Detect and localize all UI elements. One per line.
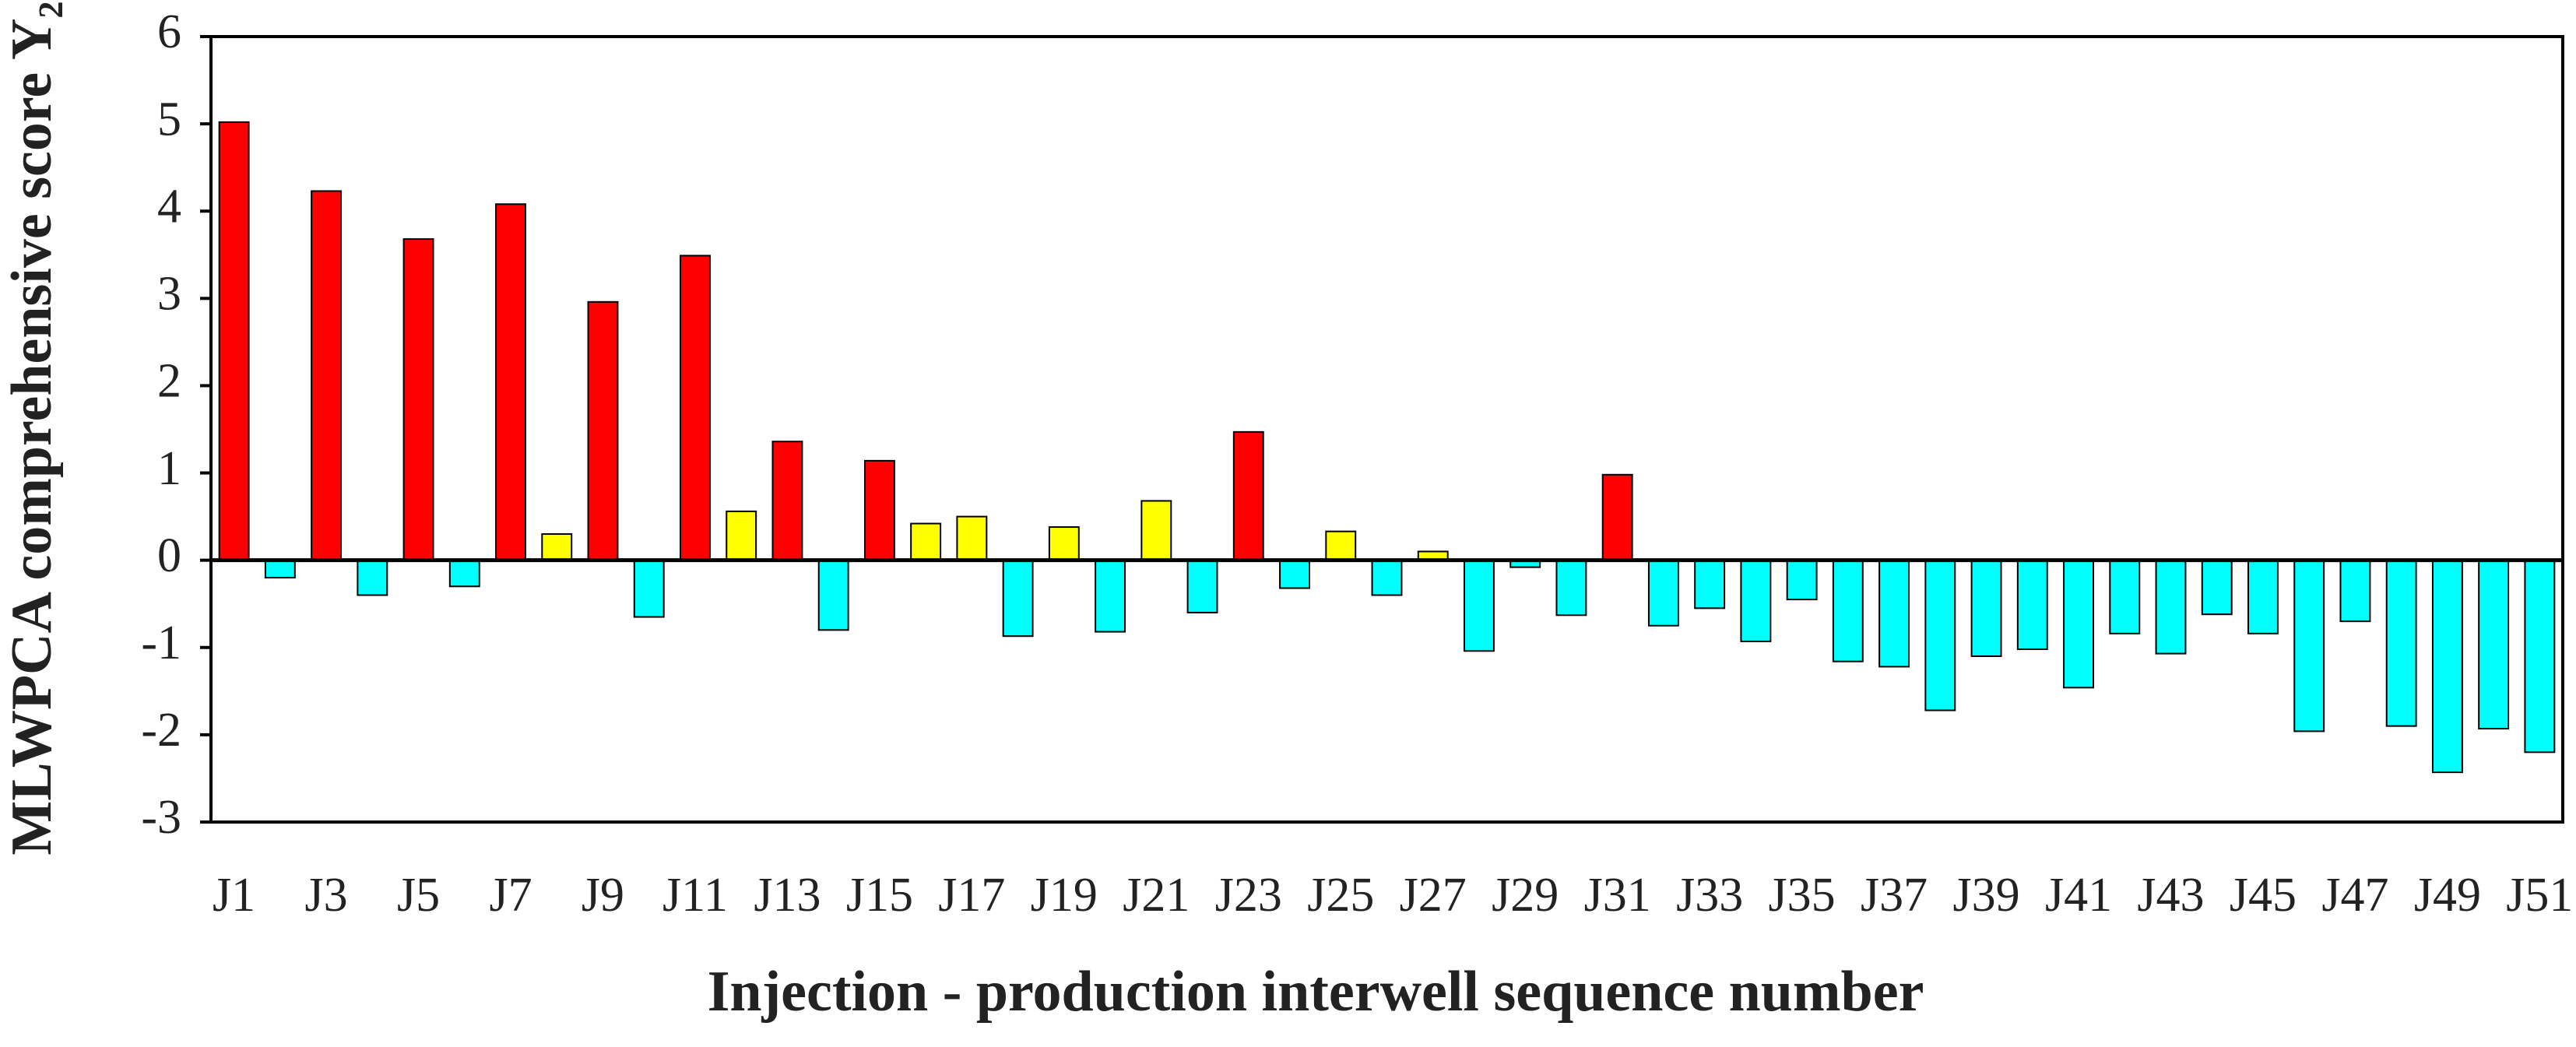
y-tick-label: 0 <box>157 529 181 582</box>
x-axis-title: Injection - production interwell sequenc… <box>708 960 1924 1024</box>
bar <box>2155 559 2187 655</box>
x-tick-label: J19 <box>1031 869 1098 922</box>
bar <box>956 515 988 561</box>
plot-frame <box>209 35 2564 824</box>
bar <box>1140 500 1172 561</box>
bar <box>680 255 711 561</box>
bar <box>264 559 296 579</box>
bar <box>1740 559 1772 642</box>
x-tick-label: J13 <box>754 869 821 922</box>
x-tick-label: J51 <box>2506 869 2573 922</box>
bar <box>817 559 849 631</box>
y-tick-label: -3 <box>141 791 181 844</box>
y-axis-title: MLWPCA comprehensive score Y₂ <box>0 1 64 855</box>
bar <box>910 522 942 561</box>
bar <box>633 559 665 618</box>
y-tick-label: -2 <box>141 704 181 757</box>
x-tick-label: J47 <box>2321 869 2388 922</box>
bar <box>2293 559 2325 733</box>
bar <box>1970 559 2002 657</box>
bar <box>357 559 388 596</box>
bar <box>1786 559 1818 601</box>
bar <box>1371 559 1403 596</box>
x-tick-label: J1 <box>213 869 255 922</box>
bar <box>218 121 250 561</box>
x-tick-label: J15 <box>846 869 913 922</box>
bar <box>863 459 895 561</box>
bar <box>2524 559 2556 754</box>
x-tick-label: J11 <box>662 869 728 922</box>
x-tick-label: J31 <box>1584 869 1651 922</box>
bar <box>2016 559 2048 651</box>
bar <box>2063 559 2094 689</box>
bar <box>1601 473 1633 561</box>
bar <box>726 510 757 561</box>
bar <box>1832 559 1864 662</box>
x-tick-label: J37 <box>1861 869 1928 922</box>
bar <box>1694 559 1726 610</box>
bar <box>1048 526 1080 561</box>
x-tick-label: J49 <box>2414 869 2481 922</box>
bar <box>2478 559 2510 730</box>
bar <box>1555 559 1587 617</box>
y-tick-label: 2 <box>157 355 181 408</box>
y-tick-label: 4 <box>157 180 181 233</box>
x-tick-label: J23 <box>1215 869 1282 922</box>
y-tick-label: 5 <box>157 93 181 146</box>
x-tick-label: J43 <box>2137 869 2204 922</box>
bar <box>1464 559 1495 652</box>
x-tick-label: J45 <box>2230 869 2297 922</box>
bar <box>2385 559 2417 727</box>
y-tick-label: 1 <box>157 442 181 495</box>
bar <box>2431 559 2463 774</box>
bar <box>771 441 803 561</box>
bar <box>587 300 619 561</box>
bar <box>2201 559 2233 616</box>
bar <box>448 559 480 588</box>
bar <box>1647 559 1679 627</box>
x-tick-label: J35 <box>1769 869 1836 922</box>
bar <box>2109 559 2141 634</box>
y-tick-label: 6 <box>157 5 181 58</box>
x-tick-label: J29 <box>1492 869 1559 922</box>
bar <box>2339 559 2371 623</box>
bar <box>311 190 343 561</box>
x-tick-label: J3 <box>305 869 348 922</box>
y-tick-label: 3 <box>157 268 181 321</box>
x-tick-label: J5 <box>397 869 440 922</box>
x-tick-label: J25 <box>1307 869 1374 922</box>
bar <box>1186 559 1218 613</box>
x-tick-label: J27 <box>1400 869 1467 922</box>
bar <box>1924 559 1956 711</box>
x-tick-label: J7 <box>489 869 532 922</box>
bar <box>1878 559 1910 668</box>
x-tick-label: J39 <box>1952 869 2019 922</box>
bar <box>1232 430 1264 561</box>
x-tick-label: J41 <box>2045 869 2112 922</box>
x-tick-label: J21 <box>1123 869 1190 922</box>
y-tick-label: -1 <box>141 617 181 669</box>
bar <box>2247 559 2279 634</box>
bar <box>1002 559 1034 638</box>
bar <box>402 238 434 561</box>
bar <box>1279 559 1310 589</box>
x-tick-label: J9 <box>582 869 624 922</box>
x-tick-label: J17 <box>938 869 1005 922</box>
bar <box>541 533 573 561</box>
bar <box>1325 530 1357 561</box>
bar <box>1095 559 1126 633</box>
bar <box>495 203 526 561</box>
x-tick-label: J33 <box>1676 869 1743 922</box>
